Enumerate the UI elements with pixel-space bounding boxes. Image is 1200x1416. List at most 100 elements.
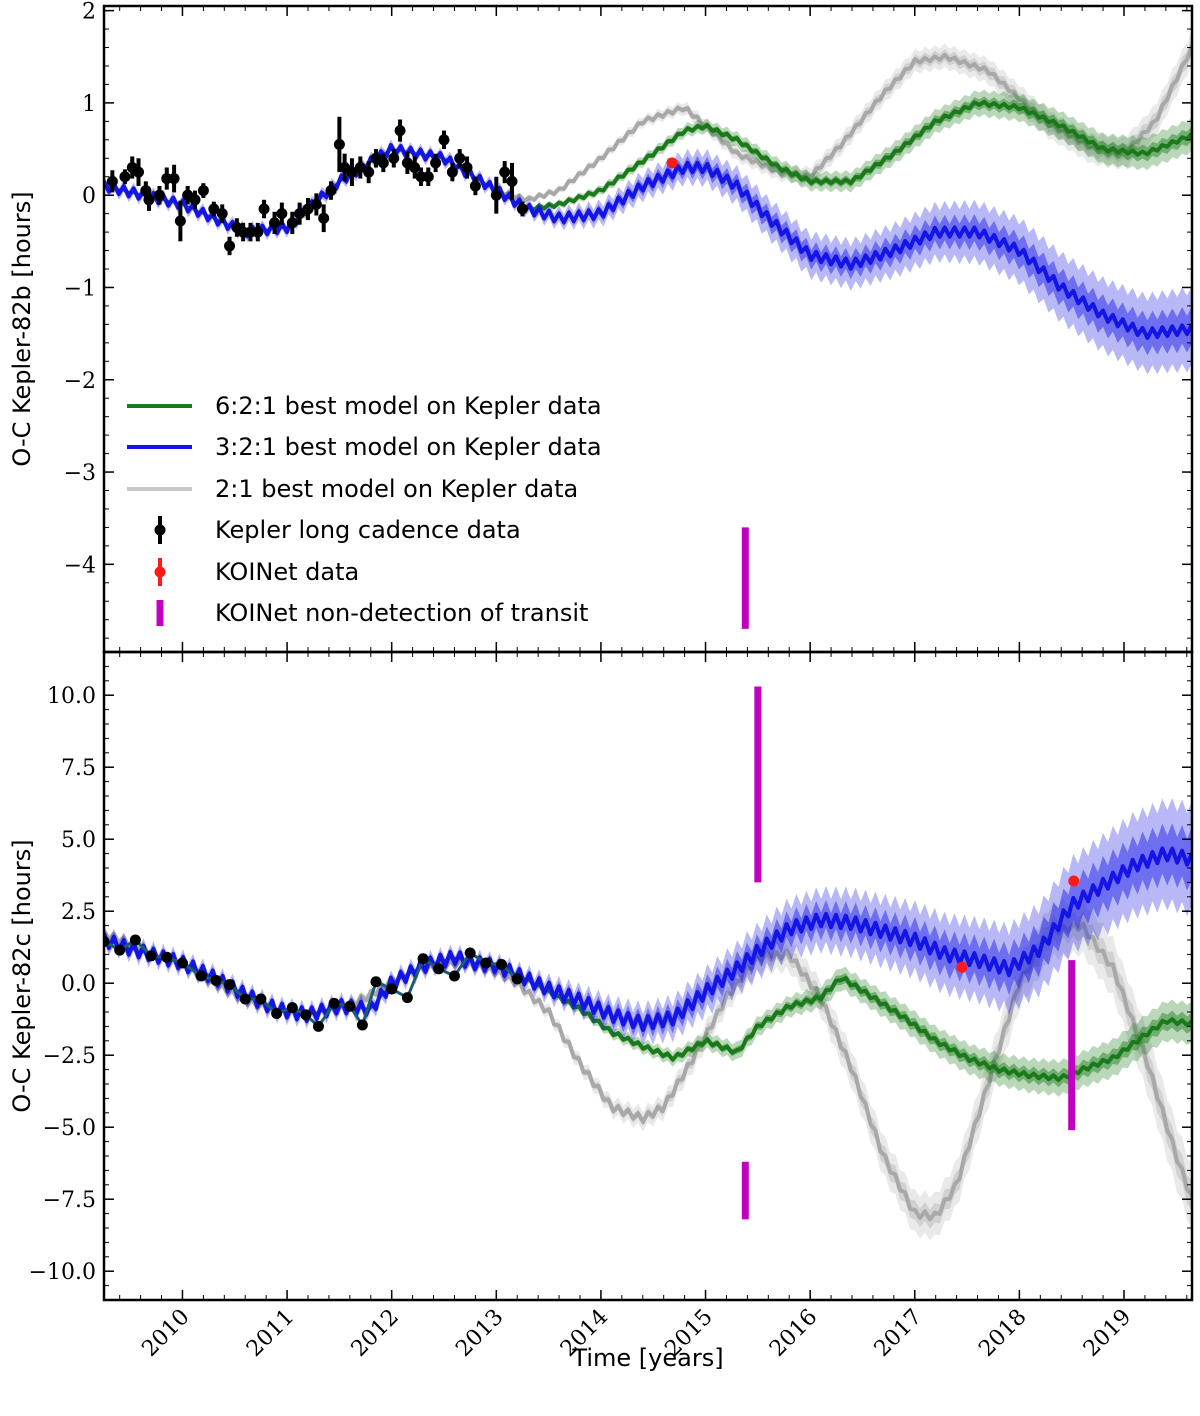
x-tick-label: 2012 bbox=[347, 1305, 404, 1362]
kepler-point-22 bbox=[276, 208, 288, 220]
kepler-point-41 bbox=[422, 171, 434, 183]
y-tick-label: −2.5 bbox=[43, 1044, 96, 1069]
kepler-point-45 bbox=[454, 152, 466, 164]
kepler-point-18 bbox=[370, 976, 382, 988]
kepler-point-9 bbox=[174, 215, 186, 227]
kepler-point-37 bbox=[394, 125, 406, 137]
kepler-point-25 bbox=[302, 203, 314, 215]
kepler-point-48 bbox=[490, 189, 502, 201]
y-tick-label: 0.0 bbox=[61, 972, 96, 997]
x-axis-label: Time [years] bbox=[571, 1344, 723, 1372]
kepler-point-14 bbox=[312, 1020, 324, 1032]
kepler-point-11 bbox=[271, 1007, 283, 1019]
y-tick-label: −5.0 bbox=[43, 1116, 96, 1141]
y-tick-label: −3 bbox=[64, 461, 96, 486]
kepler-point-6 bbox=[153, 189, 165, 201]
kepler-point-36 bbox=[388, 152, 400, 164]
kepler-point-24 bbox=[294, 208, 306, 220]
kepler-point-5 bbox=[176, 957, 188, 969]
kepler-point-42 bbox=[430, 157, 442, 169]
kepler-point-50 bbox=[506, 175, 518, 187]
koinet-point-0 bbox=[666, 157, 678, 169]
band-outer-green bbox=[104, 89, 1192, 237]
legend-label-kepler: Kepler long cadence data bbox=[215, 516, 521, 544]
kepler-point-17 bbox=[356, 1019, 368, 1031]
kepler-point-10 bbox=[255, 993, 267, 1005]
kepler-point-1 bbox=[114, 944, 126, 956]
koinet-point-1 bbox=[1068, 875, 1080, 887]
kepler-point-7 bbox=[210, 974, 222, 986]
kepler-point-20 bbox=[401, 992, 413, 1004]
y-axis-label: O-C Kepler-82c [hours] bbox=[8, 839, 36, 1112]
kepler-point-13 bbox=[300, 1009, 312, 1021]
kepler-point-26 bbox=[496, 958, 508, 970]
kepler-connector-line bbox=[104, 938, 519, 1029]
band-inner-green bbox=[104, 96, 1192, 235]
y-tick-label: 1 bbox=[82, 92, 96, 117]
line-blue bbox=[104, 846, 1192, 1032]
kepler-point-32 bbox=[354, 162, 366, 173]
y-tick-label: −10.0 bbox=[29, 1260, 96, 1285]
bottom-panel: 10.0 7.5 5.0 2.5 0.0 −2.5 −5.0 −7.5 −10.0 2010 201… bbox=[8, 650, 1194, 1362]
x-tick-label: 2013 bbox=[451, 1305, 508, 1362]
kepler-point-47 bbox=[469, 180, 481, 192]
kepler-point-4 bbox=[161, 951, 173, 963]
kepler-point-19 bbox=[386, 983, 398, 995]
kepler-point-12 bbox=[197, 185, 209, 197]
legend-label-nondet: KOINet non-detection of transit bbox=[215, 599, 588, 627]
y-tick-label: −4 bbox=[64, 553, 96, 578]
kepler-point-27 bbox=[511, 973, 523, 985]
legend-label-green: 6:2:1 best model on Kepler data bbox=[215, 392, 602, 420]
kepler-point-11 bbox=[189, 194, 201, 206]
kepler-point-3 bbox=[145, 950, 157, 962]
band-outer-blue bbox=[104, 139, 1192, 375]
legend-label-gray: 2:1 best model on Kepler data bbox=[215, 475, 578, 503]
kepler-point-0 bbox=[106, 175, 118, 187]
kepler-point-24 bbox=[464, 947, 476, 959]
band-inner-green bbox=[104, 936, 1192, 1088]
band-inner-blue bbox=[104, 142, 1192, 356]
y-tick-label: −7.5 bbox=[43, 1188, 96, 1213]
legend-label-koinet: KOINet data bbox=[215, 558, 359, 586]
legend: 6:2:1 best model on Kepler data 3:2:1 bes… bbox=[127, 392, 602, 627]
kepler-point-6 bbox=[195, 970, 207, 982]
x-tick-label: 2010 bbox=[137, 1305, 194, 1362]
kepler-point-1 bbox=[119, 171, 131, 183]
kepler-point-46 bbox=[461, 162, 473, 173]
kepler-point-26 bbox=[310, 198, 322, 210]
y-tick-label: 7.5 bbox=[61, 756, 96, 781]
kepler-point-9 bbox=[239, 993, 251, 1005]
kepler-point-31 bbox=[346, 166, 358, 178]
y-tick-label: 5.0 bbox=[61, 828, 96, 853]
kepler-point-28 bbox=[325, 185, 337, 197]
y-tick-label: 0 bbox=[82, 184, 96, 209]
kepler-point-23 bbox=[286, 217, 298, 229]
kepler-point-8 bbox=[224, 979, 236, 991]
plot-area bbox=[104, 686, 1192, 1241]
kepler-point-19 bbox=[252, 226, 264, 238]
plot-area bbox=[104, 28, 1192, 629]
top-panel: 2 1 0 −1 −2 −3 −4 O-C Kepler-82b [hours] 6:2:1 b… bbox=[8, 0, 1194, 654]
kepler-point-14 bbox=[216, 208, 228, 220]
legend-swatch-kepler bbox=[154, 524, 166, 536]
kepler-point-16 bbox=[344, 1000, 356, 1012]
koinet-point-0 bbox=[956, 961, 968, 973]
legend-label-blue: 3:2:1 best model on Kepler data bbox=[215, 433, 602, 461]
y-tick-label: 10.0 bbox=[47, 684, 96, 709]
kepler-point-39 bbox=[409, 162, 421, 173]
y-tick-label: −1 bbox=[64, 276, 96, 301]
kepler-point-13 bbox=[208, 203, 220, 215]
kepler-point-15 bbox=[224, 240, 236, 252]
kepler-point-29 bbox=[333, 138, 345, 150]
kepler-point-5 bbox=[143, 194, 155, 206]
kepler-point-2 bbox=[129, 934, 141, 946]
kepler-point-22 bbox=[433, 963, 445, 975]
kepler-point-25 bbox=[480, 957, 492, 969]
x-tick-label: 2019 bbox=[1079, 1305, 1136, 1362]
kepler-point-43 bbox=[438, 134, 450, 146]
kepler-point-35 bbox=[377, 157, 389, 169]
band-outer-blue bbox=[104, 797, 1192, 1046]
x-tick-label: 2018 bbox=[974, 1305, 1031, 1362]
kepler-point-3 bbox=[133, 166, 145, 178]
